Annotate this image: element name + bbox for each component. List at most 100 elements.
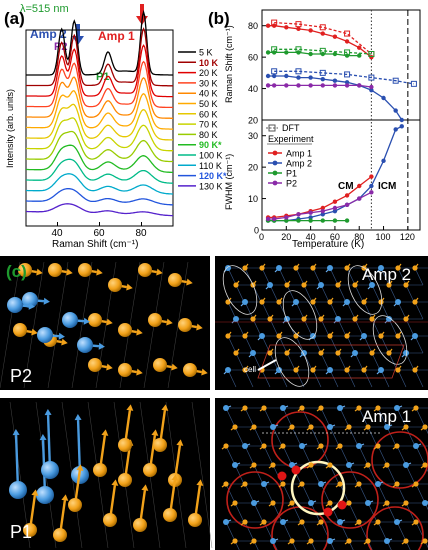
- legend-series-label: Amp 2: [286, 159, 312, 169]
- atom: [375, 519, 381, 525]
- mode-ellipse: [222, 265, 258, 315]
- atom: [344, 367, 350, 373]
- atom: [270, 424, 276, 430]
- dft-point: [319, 69, 326, 76]
- atom: [293, 299, 299, 305]
- atom: [13, 323, 27, 337]
- exp-point: [344, 80, 350, 85]
- atom: [62, 312, 78, 328]
- fwhm-point: [344, 193, 350, 198]
- dft-point: [271, 68, 278, 75]
- p2-lattice: [0, 261, 208, 389]
- atom: [9, 481, 27, 499]
- atom: [225, 367, 231, 373]
- p2-view-label: P2: [10, 366, 32, 386]
- fwhm-tick-label: 30: [248, 131, 258, 141]
- fwhm-point: [332, 205, 338, 211]
- legend-series-label: P1: [286, 169, 297, 179]
- exp-point: [320, 31, 325, 36]
- panel-c-label: (c): [6, 262, 27, 281]
- atom: [378, 265, 384, 271]
- exp-point: [369, 54, 374, 60]
- atom: [242, 333, 248, 339]
- atom: [242, 519, 248, 525]
- atom: [352, 316, 358, 322]
- atom: [327, 500, 333, 506]
- exp-point: [357, 53, 362, 58]
- atom: [335, 350, 341, 356]
- atom: [276, 367, 282, 373]
- panel-b-label: (b): [208, 9, 230, 28]
- atom: [251, 462, 257, 468]
- atom: [318, 350, 324, 356]
- atom: [308, 462, 314, 468]
- fwhm-point: [369, 190, 374, 195]
- atom: [78, 263, 92, 277]
- atom: [327, 462, 333, 468]
- atom: [352, 282, 358, 288]
- atom: [310, 299, 316, 305]
- atom: [318, 443, 324, 449]
- atom: [232, 462, 238, 468]
- temp-legend-label: 20 K: [199, 68, 218, 78]
- dft-point: [368, 51, 375, 57]
- atom: [280, 405, 286, 411]
- dft-point: [410, 80, 417, 87]
- temperature-legend: 5 K10 K20 K30 K40 K50 K60 K70 K80 K90 K*…: [178, 48, 227, 191]
- atom: [267, 350, 273, 356]
- atom: [369, 350, 375, 356]
- dft-point: [319, 47, 326, 54]
- fwhm-point: [332, 208, 338, 214]
- exp-point: [381, 95, 386, 101]
- atom: [48, 263, 62, 277]
- atom: [403, 500, 409, 506]
- atom: [143, 463, 157, 477]
- atom: [412, 265, 418, 271]
- red-atom: [337, 500, 347, 510]
- atom: [118, 363, 132, 377]
- atom: [346, 462, 352, 468]
- exp-point: [265, 83, 271, 88]
- atom: [394, 405, 400, 411]
- atom: [233, 316, 239, 322]
- legend-series-label: P2: [286, 179, 297, 189]
- atom: [259, 265, 265, 271]
- atom: [267, 316, 273, 322]
- atom: [413, 405, 419, 411]
- atom: [395, 367, 401, 373]
- atom: [301, 282, 307, 288]
- mode-ellipse: [282, 290, 318, 340]
- amp2-view-label: Amp 2: [362, 265, 411, 284]
- exp-point: [344, 83, 350, 88]
- exp-point: [357, 45, 362, 50]
- temp-tick-label: 40: [306, 232, 316, 242]
- fwhm-series: [265, 124, 404, 223]
- atom: [188, 513, 202, 527]
- atom: [133, 518, 147, 532]
- fwhm-point: [320, 212, 325, 217]
- atom: [232, 424, 238, 430]
- fwhm-point: [332, 218, 338, 223]
- atom: [413, 481, 419, 487]
- atom: [108, 278, 122, 292]
- atom: [242, 367, 248, 373]
- atom: [168, 273, 182, 287]
- atom: [276, 299, 282, 305]
- atom: [250, 350, 256, 356]
- fwhm-point: [271, 216, 277, 222]
- atom: [422, 424, 428, 430]
- atom: [242, 405, 248, 411]
- fwhm-point: [296, 218, 301, 223]
- exp-line: [268, 25, 372, 58]
- atom: [378, 367, 384, 373]
- atom: [22, 292, 38, 308]
- atom: [68, 498, 82, 512]
- panel-a: (a) λ=515 nm Amp 2 P2 P1 Amp 1 Intensity…: [4, 3, 227, 250]
- atom: [318, 405, 324, 411]
- atom: [386, 350, 392, 356]
- atom: [327, 333, 333, 339]
- exp-point: [296, 83, 301, 88]
- spectra-tick-label: 40: [52, 228, 64, 239]
- atom: [183, 363, 197, 377]
- fwhm-line: [268, 191, 372, 220]
